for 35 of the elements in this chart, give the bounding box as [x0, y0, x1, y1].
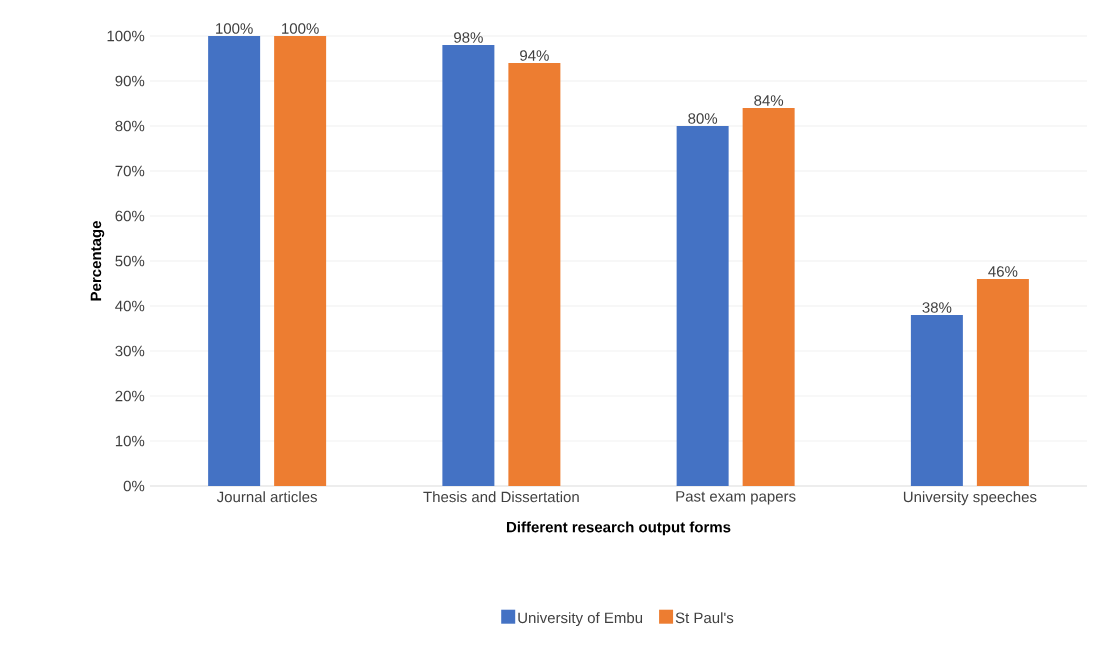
y-tick-label: 30% — [115, 345, 145, 357]
bar — [442, 45, 495, 486]
x-tick-label: Past exam papers — [676, 491, 796, 505]
bar — [976, 279, 1029, 486]
bar — [742, 108, 795, 486]
y-tick-label: 60% — [115, 210, 145, 222]
y-tick-label: 90% — [115, 75, 145, 87]
y-tick-label: 100% — [107, 30, 145, 42]
x-tick-label: Journal articles — [216, 491, 317, 503]
data-label: 98% — [454, 32, 483, 43]
y-axis-title: Percentage — [90, 221, 105, 301]
x-axis-title: Different research output forms — [506, 521, 731, 536]
bar — [910, 315, 963, 486]
x-tick-label: Thesis and Dissertation — [423, 491, 579, 503]
data-label: 84% — [754, 95, 784, 106]
bar — [208, 36, 261, 486]
bar — [508, 63, 561, 486]
data-label: 38% — [922, 302, 952, 313]
data-label: 46% — [988, 266, 1018, 277]
data-label: 94% — [520, 50, 549, 61]
y-tick-label: 20% — [115, 390, 145, 402]
x-tick-label: University speeches — [903, 491, 1037, 506]
legend-label: St Paul's — [675, 612, 734, 624]
legend-label: University of Embu — [518, 612, 643, 627]
y-tick-label: 10% — [115, 435, 145, 447]
data-label: 80% — [688, 113, 718, 124]
y-tick-label: 0% — [123, 480, 145, 492]
bar — [676, 126, 729, 486]
y-tick-label: 50% — [115, 255, 145, 267]
data-label: 100% — [282, 23, 319, 34]
y-tick-label: 80% — [115, 120, 145, 132]
y-tick-label: 70% — [115, 165, 145, 177]
data-label: 100% — [216, 23, 253, 34]
y-tick-label: 40% — [115, 300, 145, 312]
bar — [274, 36, 327, 486]
